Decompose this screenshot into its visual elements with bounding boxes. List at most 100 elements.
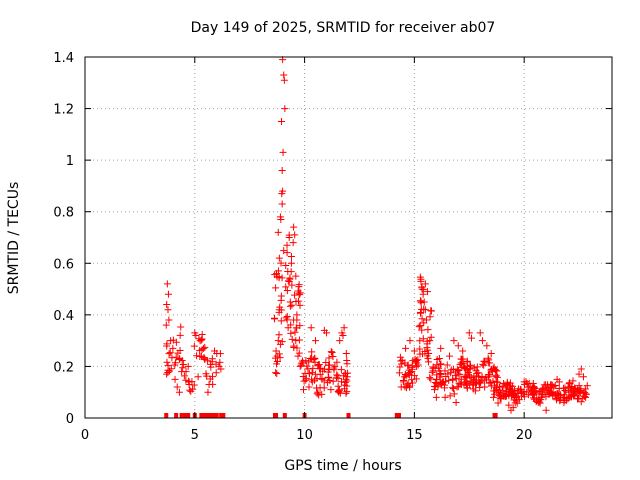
zero-marker bbox=[186, 413, 191, 418]
data-point bbox=[173, 383, 181, 391]
data-point bbox=[500, 379, 508, 387]
data-point bbox=[330, 366, 338, 374]
data-point bbox=[396, 363, 404, 371]
data-point bbox=[282, 283, 290, 291]
data-point bbox=[296, 289, 304, 297]
data-point bbox=[416, 321, 424, 329]
data-point bbox=[171, 359, 179, 367]
zero-marker bbox=[221, 413, 226, 418]
y-tick-label: 1.4 bbox=[53, 51, 74, 66]
data-point bbox=[433, 355, 441, 363]
data-point bbox=[312, 337, 320, 345]
data-point bbox=[308, 376, 316, 384]
data-point bbox=[450, 390, 458, 398]
data-point bbox=[285, 234, 293, 241]
data-point bbox=[290, 223, 298, 231]
data-point bbox=[300, 386, 308, 394]
data-point bbox=[483, 342, 491, 350]
zero-marker bbox=[397, 413, 402, 418]
data-point bbox=[583, 382, 591, 390]
data-point bbox=[278, 200, 286, 208]
data-point bbox=[529, 390, 537, 398]
data-point bbox=[441, 384, 449, 392]
data-point bbox=[271, 315, 279, 323]
data-point bbox=[288, 281, 296, 289]
data-point bbox=[327, 348, 335, 356]
data-point bbox=[205, 380, 213, 388]
data-point bbox=[318, 375, 326, 383]
data-point bbox=[273, 370, 281, 378]
data-point bbox=[213, 350, 221, 358]
data-point bbox=[418, 326, 426, 334]
data-point bbox=[416, 345, 424, 353]
data-point bbox=[446, 392, 454, 400]
data-point bbox=[278, 117, 286, 125]
data-point bbox=[278, 190, 286, 198]
data-point bbox=[437, 344, 445, 352]
data-point bbox=[492, 371, 500, 379]
data-point bbox=[287, 259, 295, 267]
data-point bbox=[405, 371, 413, 379]
data-point bbox=[280, 76, 288, 84]
data-point bbox=[180, 372, 188, 380]
data-point bbox=[487, 350, 495, 358]
data-point bbox=[501, 391, 509, 399]
data-point bbox=[427, 307, 435, 315]
data-point bbox=[273, 352, 281, 360]
data-point bbox=[425, 350, 433, 358]
data-point bbox=[278, 338, 286, 346]
data-point bbox=[469, 375, 477, 383]
data-point bbox=[549, 392, 557, 400]
zero-marker bbox=[493, 413, 498, 418]
data-point bbox=[426, 337, 434, 345]
data-point bbox=[314, 388, 322, 396]
data-point bbox=[428, 368, 436, 376]
data-point bbox=[333, 358, 341, 366]
data-point bbox=[551, 381, 559, 389]
data-point bbox=[564, 383, 572, 391]
data-point bbox=[163, 358, 171, 366]
data-point bbox=[316, 370, 324, 378]
data-point bbox=[580, 389, 588, 397]
data-point bbox=[179, 361, 187, 369]
data-point bbox=[520, 378, 528, 386]
data-point bbox=[510, 391, 518, 399]
data-point bbox=[305, 358, 313, 366]
data-point bbox=[320, 365, 328, 373]
data-point bbox=[479, 360, 487, 368]
y-tick-label: 0 bbox=[66, 412, 74, 427]
data-point bbox=[179, 364, 187, 372]
data-point bbox=[464, 369, 472, 377]
data-point bbox=[542, 406, 550, 414]
x-tick-label: 5 bbox=[191, 428, 199, 443]
data-point bbox=[277, 296, 285, 304]
data-point bbox=[308, 369, 316, 377]
data-point bbox=[194, 373, 202, 381]
data-point bbox=[307, 324, 315, 332]
data-point bbox=[513, 399, 521, 407]
data-point bbox=[476, 329, 484, 337]
data-point bbox=[459, 347, 467, 355]
data-point bbox=[292, 324, 300, 332]
data-point bbox=[272, 284, 280, 292]
data-point bbox=[182, 376, 190, 384]
data-point bbox=[283, 287, 291, 295]
data-point bbox=[343, 388, 351, 396]
data-point bbox=[482, 376, 490, 384]
data-point bbox=[472, 379, 480, 387]
data-point bbox=[296, 291, 304, 299]
data-point bbox=[404, 362, 412, 370]
data-point bbox=[443, 361, 451, 369]
data-point bbox=[200, 344, 208, 352]
data-point bbox=[343, 377, 351, 385]
data-point bbox=[421, 306, 429, 314]
data-point bbox=[286, 275, 294, 283]
plot-frame bbox=[84, 56, 613, 419]
data-point bbox=[419, 335, 427, 343]
data-point bbox=[487, 382, 495, 390]
data-point bbox=[454, 342, 462, 350]
data-point bbox=[204, 388, 212, 396]
data-point bbox=[176, 355, 184, 363]
data-point bbox=[277, 317, 285, 325]
